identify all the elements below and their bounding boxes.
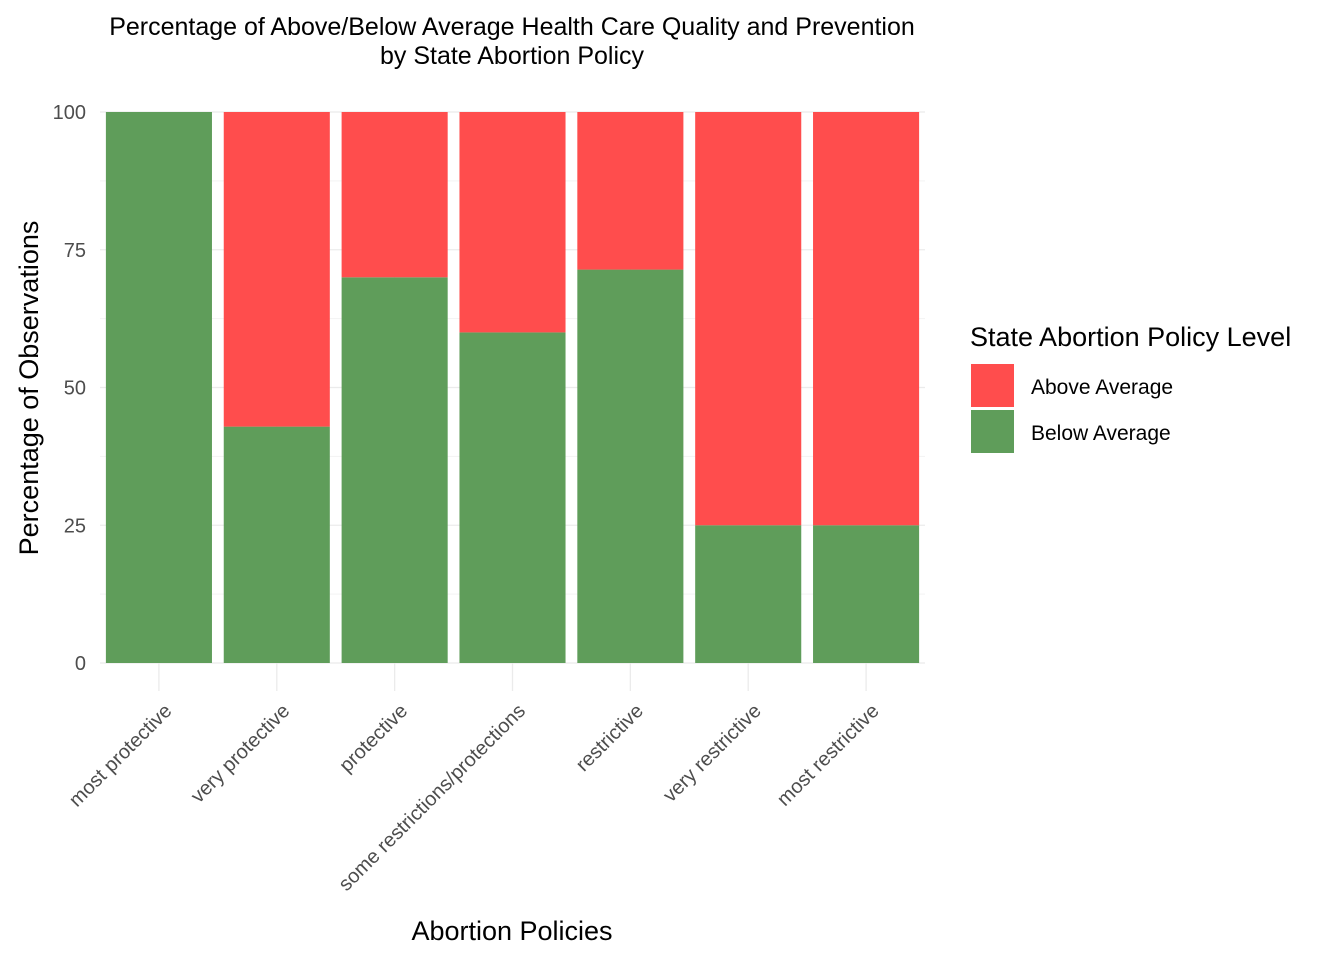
x-axis-title: Abortion Policies [411, 916, 612, 946]
x-tick-label: most restrictive [773, 700, 884, 811]
y-axis-ticks: 0 25 50 75 100 [53, 102, 86, 675]
x-tick-label: restrictive [572, 700, 648, 776]
legend-label: Below Average [1031, 422, 1171, 445]
y-tick-label: 100 [53, 102, 86, 124]
y-tick-label: 0 [75, 653, 86, 675]
x-tick-label: most protective [65, 700, 176, 811]
x-tick-label: very protective [187, 700, 295, 808]
y-axis-title: Percentage of Observations [14, 221, 44, 556]
chart-title-line-1: Percentage of Above/Below Average Health… [109, 13, 915, 41]
x-tick-label: very restrictive [659, 700, 766, 807]
y-tick-label: 25 [64, 515, 86, 537]
x-tick-label: some restrictions/protections [334, 700, 530, 896]
bars [105, 112, 920, 663]
bar-below-average [459, 332, 566, 663]
bar-above-average [459, 112, 566, 333]
bar-below-average [105, 112, 212, 663]
bar-below-average [341, 277, 448, 663]
chart-title-line-2: by State Abortion Policy [380, 42, 645, 70]
legend-title: State Abortion Policy Level [970, 322, 1291, 352]
legend: State Abortion Policy Level Above Averag… [970, 322, 1291, 453]
bar-below-average [223, 426, 330, 663]
x-tick-label: protective [335, 700, 412, 777]
y-tick-label: 50 [64, 378, 86, 400]
legend-key-above-average [971, 364, 1014, 407]
bar-above-average [813, 112, 920, 526]
bar-below-average [695, 525, 802, 663]
bar-above-average [223, 112, 330, 427]
bar-below-average [813, 525, 920, 663]
bar-below-average [577, 269, 684, 663]
legend-key-below-average [971, 410, 1014, 453]
bar-above-average [577, 112, 684, 270]
bar-above-average [695, 112, 802, 526]
legend-label: Above Average [1031, 376, 1173, 399]
x-axis-ticks: most protective very protective protective… [65, 700, 884, 896]
bar-above-average [341, 112, 448, 278]
y-tick-label: 75 [64, 240, 86, 262]
